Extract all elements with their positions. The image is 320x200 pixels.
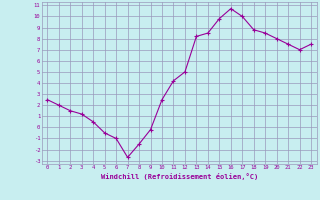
X-axis label: Windchill (Refroidissement éolien,°C): Windchill (Refroidissement éolien,°C)	[100, 173, 258, 180]
